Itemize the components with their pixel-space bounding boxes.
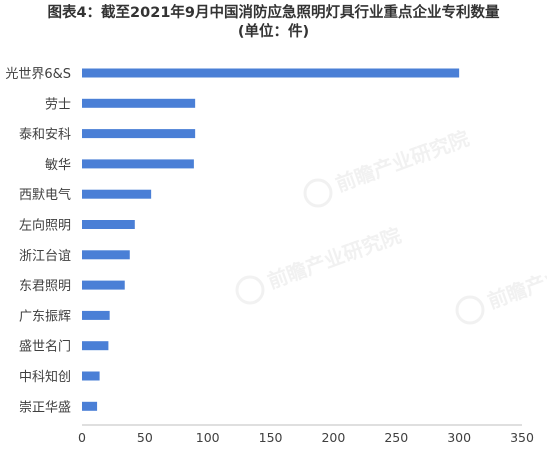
watermark-3: 前瞻产业研究院 xyxy=(455,243,547,325)
category-label: 中科知创 xyxy=(19,369,71,385)
category-label: 浙江台谊 xyxy=(19,249,71,264)
x-tick-label: 100 xyxy=(196,430,220,445)
chart-title: 图表4：截至2021年9月中国消防应急照明灯具行业重点企业专利数量 xyxy=(47,5,500,21)
category-label: 西默电气 xyxy=(19,187,71,203)
chart-subtitle: (单位：件) xyxy=(237,24,310,40)
bar-7 xyxy=(82,250,130,260)
category-label: 泰和安科 xyxy=(19,128,71,143)
category-label: 广东振辉 xyxy=(19,309,71,324)
category-label: 东君照明 xyxy=(19,279,71,294)
bar-3 xyxy=(82,129,196,139)
bar-11 xyxy=(82,371,100,381)
bar-8 xyxy=(82,280,125,290)
x-tick-label: 250 xyxy=(384,430,408,445)
x-tick-label: 300 xyxy=(447,430,471,445)
bar-6 xyxy=(82,220,135,229)
category-label: 左向照明 xyxy=(19,218,71,234)
watermark-1: 前瞻产业研究院 xyxy=(303,126,472,208)
bar-1 xyxy=(82,68,460,78)
category-label: 敏华 xyxy=(45,158,71,173)
bar-12 xyxy=(82,401,98,411)
category-label: 崇正华盛 xyxy=(19,400,71,415)
x-tick-label: 50 xyxy=(137,430,153,445)
x-tick-label: 150 xyxy=(259,430,283,445)
category-labels: 光世界6&S 劳士泰和安科敏华西默电气左向照明浙江台谊东君照明广东振辉盛世名门中科… xyxy=(5,67,71,415)
category-label: 盛世名门 xyxy=(19,339,71,355)
bar-10 xyxy=(82,341,109,351)
svg-text:前瞻产业研究院: 前瞻产业研究院 xyxy=(264,223,404,293)
x-tick-label: 200 xyxy=(321,430,345,445)
svg-text:前瞻产业研究院: 前瞻产业研究院 xyxy=(332,126,472,196)
x-tick-labels: 0 50 100 150 200 250 300 350 xyxy=(78,430,534,445)
category-label: 劳士 xyxy=(45,96,71,112)
bar-9 xyxy=(82,310,110,320)
watermark-2: 前瞻产业研究院 xyxy=(235,223,404,305)
x-tick-label: 350 xyxy=(510,430,534,445)
bar-5 xyxy=(82,189,152,199)
svg-text:前瞻产业研究院: 前瞻产业研究院 xyxy=(484,243,547,313)
category-label: 光世界6&S xyxy=(5,67,71,82)
bar-4 xyxy=(82,159,194,169)
bar-2 xyxy=(82,98,196,108)
bars-group xyxy=(82,68,460,411)
x-tick-label: 0 xyxy=(78,430,86,445)
